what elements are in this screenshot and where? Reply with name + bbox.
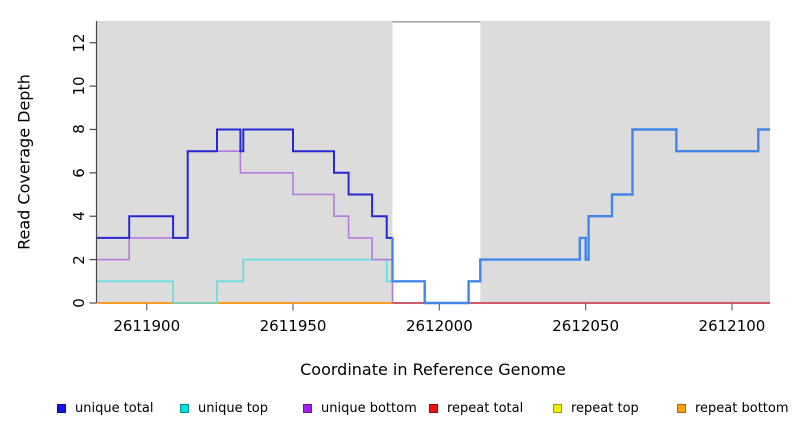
y-tick-label: 4	[70, 211, 88, 221]
legend-item-unique-total: unique total	[57, 399, 153, 417]
legend-label: repeat bottom	[695, 400, 789, 416]
legend-swatch	[553, 403, 562, 413]
x-axis-title: Coordinate in Reference Genome	[300, 360, 566, 379]
legend-label: repeat top	[571, 400, 639, 416]
y-tick-label: 12	[70, 33, 88, 53]
legend-swatch	[677, 403, 686, 413]
legend-swatch	[57, 403, 66, 413]
legend-label: repeat total	[447, 400, 524, 416]
unique-top-line	[97, 258, 393, 304]
shaded-region	[480, 21, 770, 303]
shaded-region	[97, 21, 393, 303]
y-tick-label: 10	[70, 76, 88, 96]
unique-total-left-line	[97, 128, 393, 239]
x-tick-label: 2611950	[259, 317, 327, 335]
unique-total-right-line	[391, 128, 770, 305]
legend-swatch	[303, 403, 312, 413]
legend-label: unique top	[198, 400, 269, 416]
legend-item-unique-top: unique top	[180, 399, 268, 417]
legend-swatch	[429, 403, 438, 413]
x-tick-label: 2612050	[552, 317, 620, 335]
legend-label: unique bottom	[321, 400, 417, 416]
x-tick-label: 2612100	[698, 317, 766, 335]
legend: unique total unique top unique bottom repea…	[0, 399, 792, 421]
unique-bottom-line	[97, 150, 394, 303]
y-tick-label: 6	[70, 168, 88, 178]
y-axis-title: Read Coverage Depth	[14, 74, 34, 250]
legend-label: unique total	[75, 400, 154, 416]
legend-item-unique-bottom: unique bottom	[303, 399, 417, 417]
y-tick-label: 2	[70, 254, 88, 265]
x-tick-label: 2611900	[113, 317, 181, 335]
legend-item-repeat-total: repeat total	[429, 399, 523, 417]
y-tick-label: 8	[70, 124, 88, 135]
legend-item-repeat-bottom: repeat bottom	[677, 399, 789, 417]
y-tick-label: 0	[70, 298, 88, 308]
x-tick-label: 2612000	[405, 317, 473, 335]
legend-swatch	[180, 403, 189, 413]
legend-item-repeat-top: repeat top	[553, 399, 639, 417]
